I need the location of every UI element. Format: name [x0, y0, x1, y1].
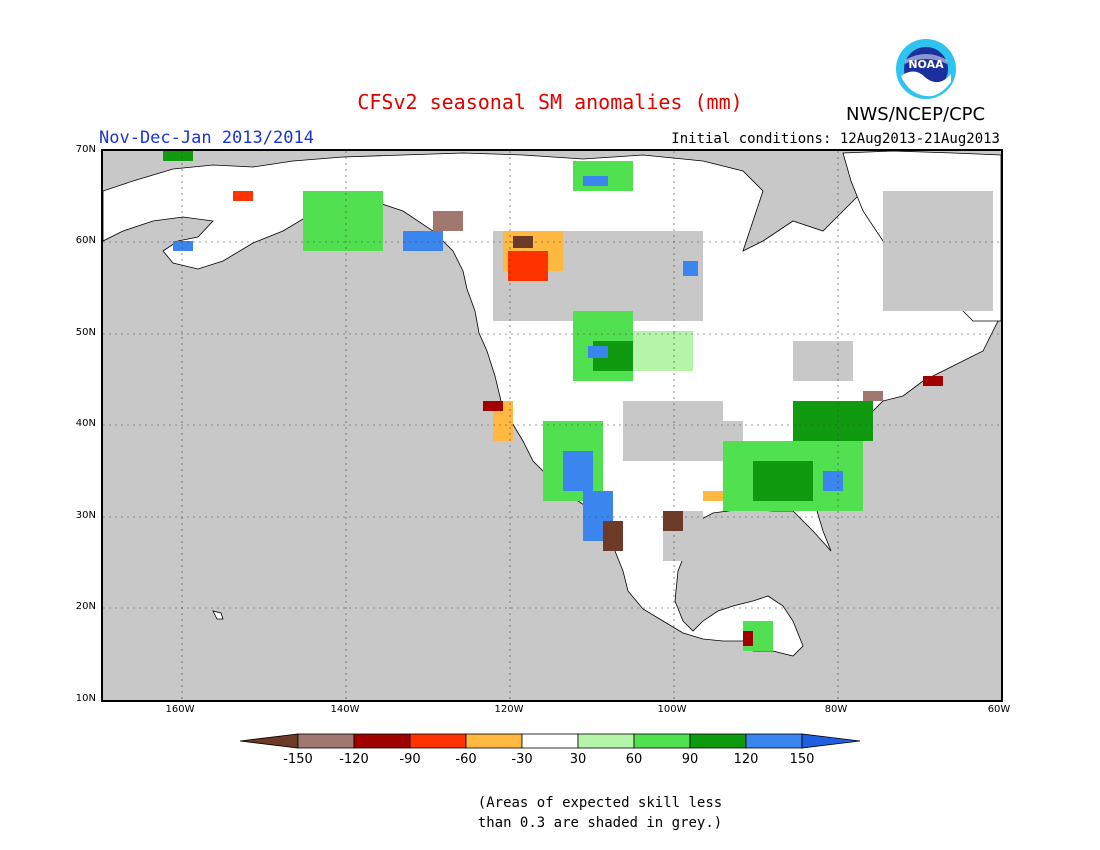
- lon-tick-60w: 60W: [987, 704, 1011, 715]
- lon-tick-140w: 140W: [330, 704, 360, 715]
- colorbar-label: -120: [339, 752, 369, 767]
- map-gridlines: [103, 151, 1001, 700]
- colorbar-label: 30: [569, 752, 587, 767]
- colorbar-segment: [353, 733, 411, 749]
- lat-tick-20n: 20N: [75, 601, 96, 612]
- lon-tick-80w: 80W: [824, 704, 848, 715]
- initial-conditions-label: Initial conditions: 12Aug2013-21Aug2013: [671, 131, 1000, 147]
- lat-tick-50n: 50N: [75, 327, 96, 338]
- lat-tick-30n: 30N: [75, 510, 96, 521]
- colorbar-segment: [689, 733, 747, 749]
- mask-alaska-west: [103, 271, 223, 331]
- colorbar-segment: [745, 733, 803, 749]
- period-label: Nov-Dec-Jan 2013/2014: [99, 128, 314, 148]
- colorbar-segment: [633, 733, 691, 749]
- lon-tick-100w: 100W: [657, 704, 687, 715]
- mask-great-lakes: [793, 341, 853, 381]
- colorbar-segment: [240, 733, 299, 749]
- colorbar-segment: [801, 733, 861, 749]
- mask-greenland: [883, 191, 993, 311]
- lon-tick-120w: 120W: [494, 704, 524, 715]
- colorbar-label: -90: [399, 752, 421, 767]
- colorbar-label: 60: [625, 752, 643, 767]
- footnote: (Areas of expected skill less than 0.3 a…: [440, 793, 760, 833]
- footnote-line-2: than 0.3 are shaded in grey.): [477, 815, 723, 831]
- land-north-america: [103, 152, 999, 657]
- colorbar-label: -30: [511, 752, 533, 767]
- anomaly-cells: [163, 151, 943, 651]
- footnote-line-1: (Areas of expected skill less: [477, 795, 723, 811]
- colorbar-segment: [577, 733, 635, 749]
- colorbar: [240, 733, 861, 749]
- lat-tick-10n: 10N: [75, 693, 96, 704]
- noaa-logo: NOAA: [896, 39, 956, 99]
- lat-tick-60n: 60N: [75, 235, 96, 246]
- colorbar-segment: [409, 733, 467, 749]
- colorbar-label: -150: [283, 752, 313, 767]
- lat-tick-40n: 40N: [75, 418, 96, 429]
- agency-label: NWS/NCEP/CPC: [846, 104, 986, 125]
- colorbar-segment: [297, 733, 355, 749]
- chart-title: CFSv2 seasonal SM anomalies (mm): [357, 90, 743, 114]
- colorbar-segment: [521, 733, 579, 749]
- colorbar-label: 90: [681, 752, 699, 767]
- logo-text: NOAA: [908, 58, 944, 71]
- low-skill-masks: [103, 191, 993, 561]
- lat-tick-70n: 70N: [75, 144, 96, 155]
- colorbar-label: -60: [455, 752, 477, 767]
- land-hawaii: [212, 610, 224, 620]
- anomaly-map: [101, 149, 1003, 702]
- lon-tick-160w: 160W: [165, 704, 195, 715]
- colorbar-label: 150: [789, 752, 815, 767]
- colorbar-segment: [465, 733, 523, 749]
- colorbar-label: 120: [733, 752, 759, 767]
